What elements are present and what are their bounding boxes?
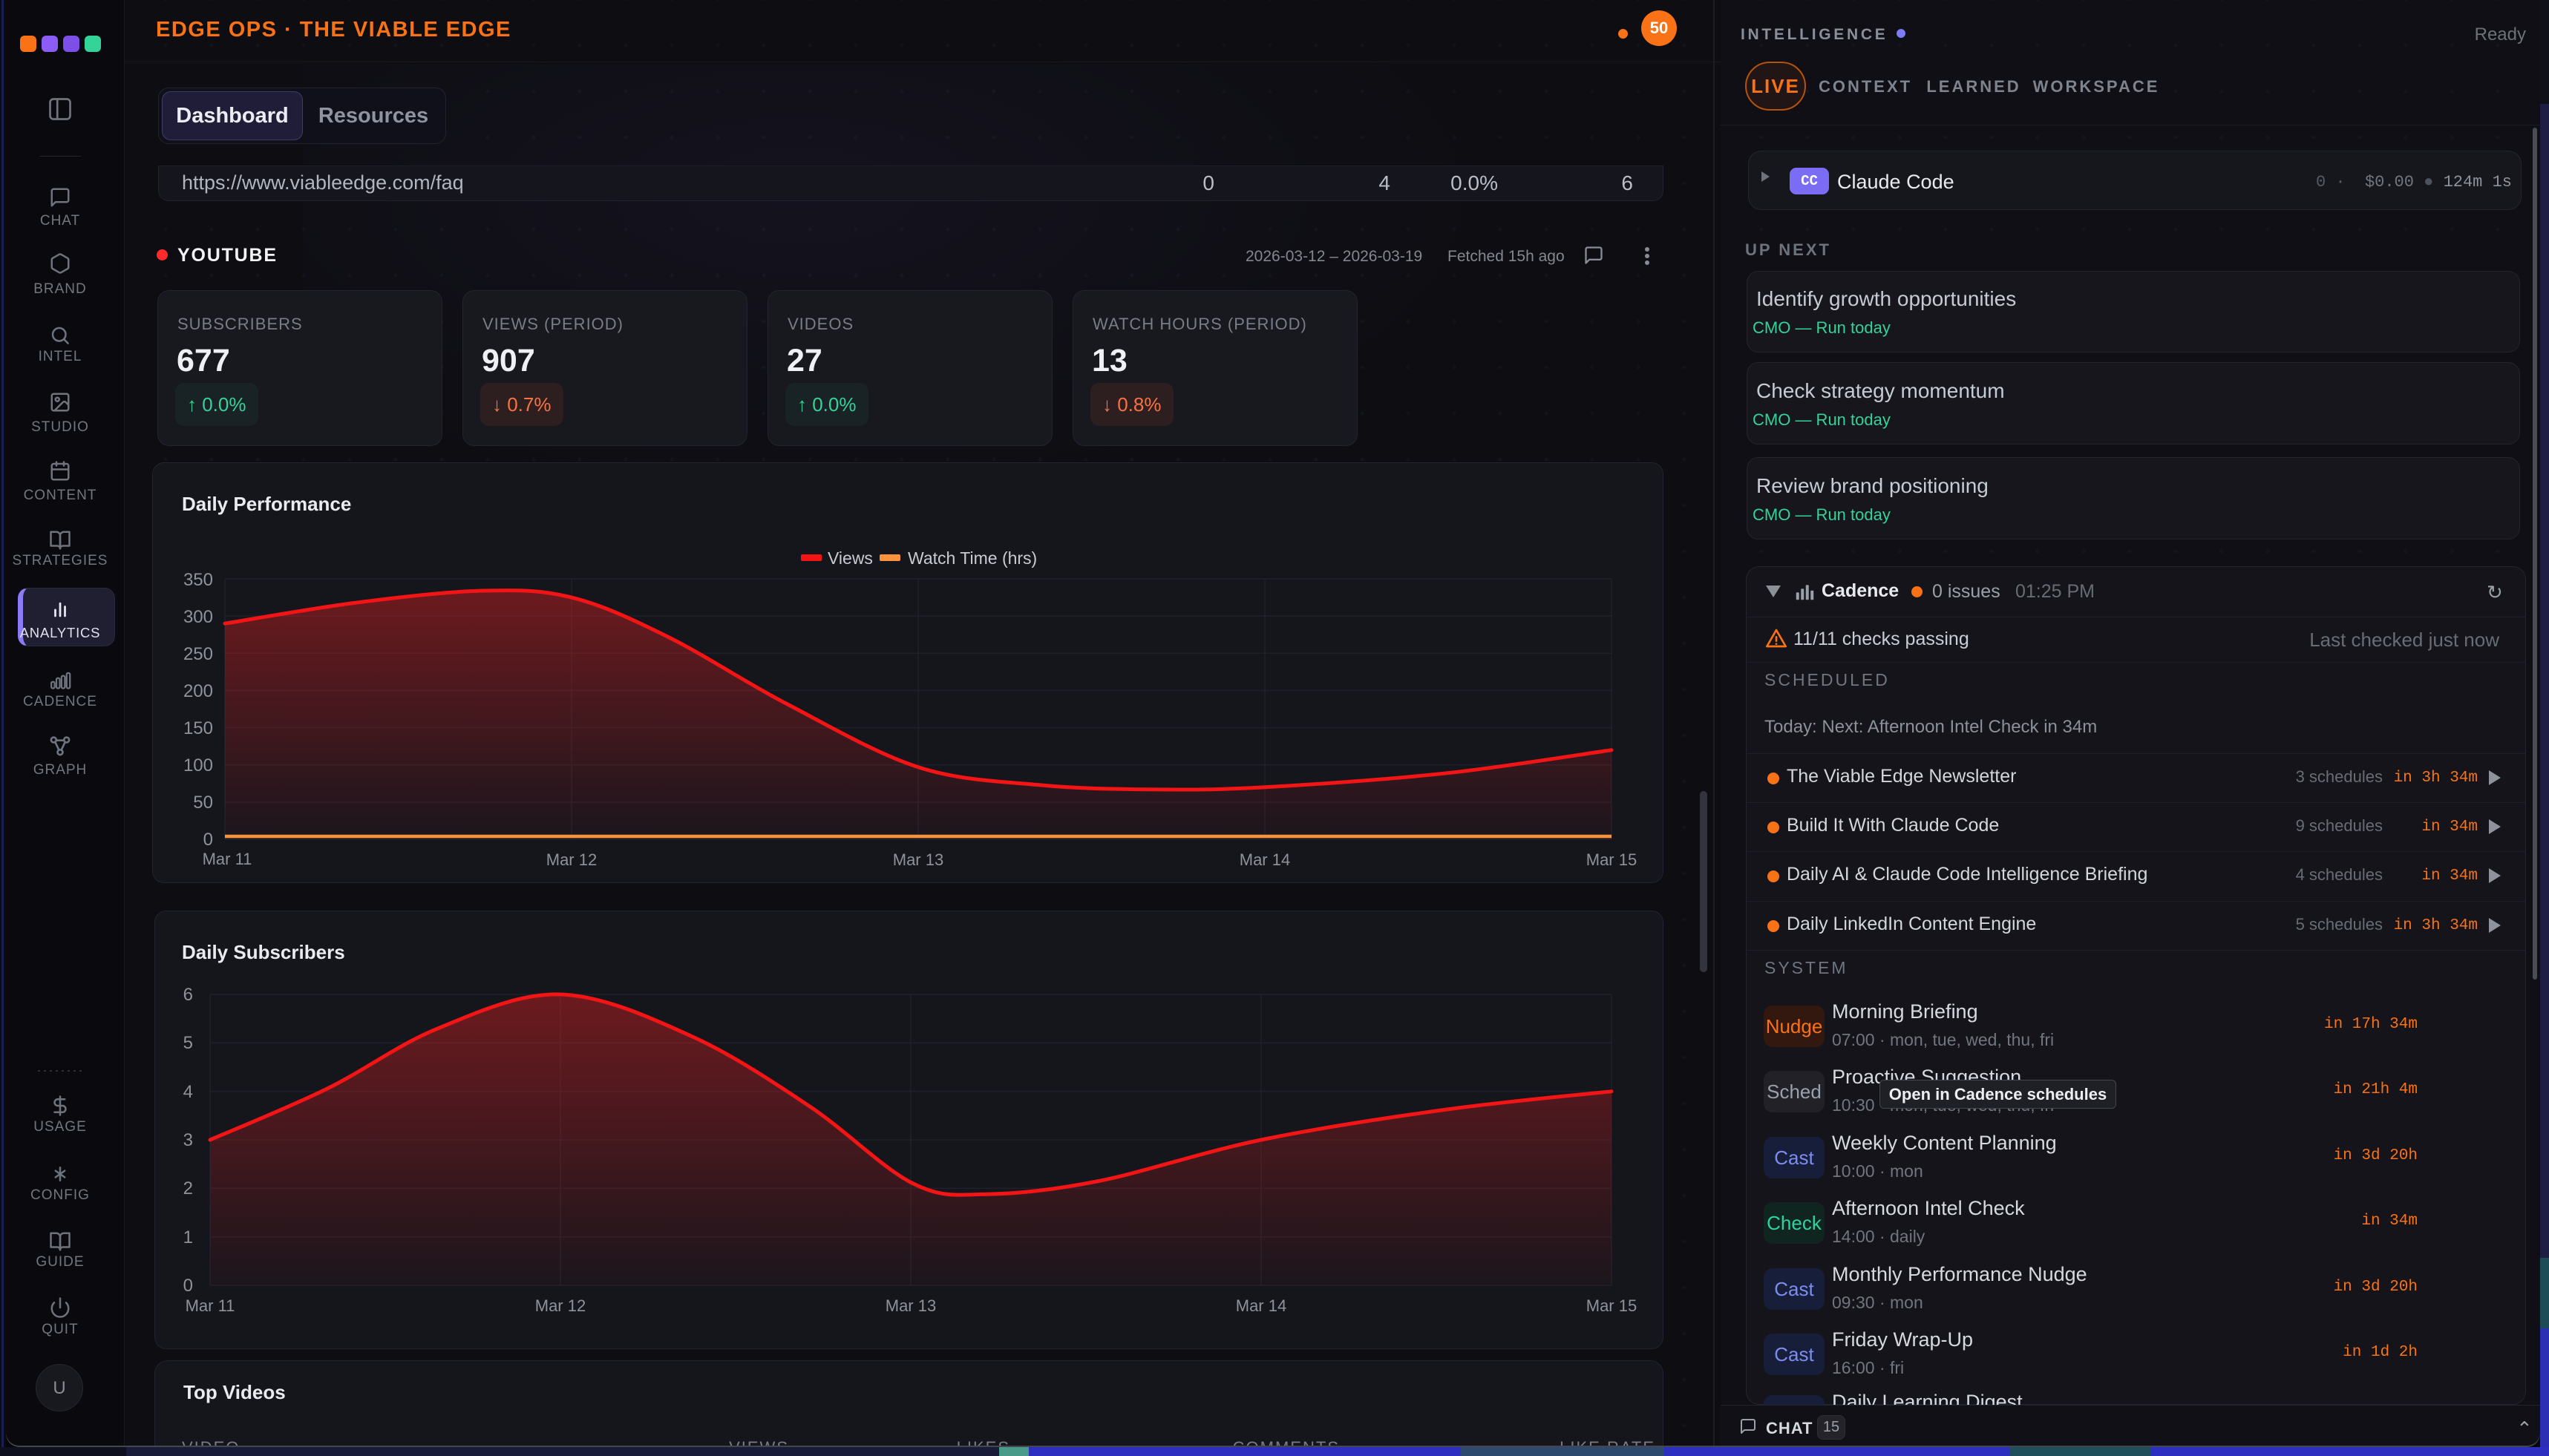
svg-text:Mar 13: Mar 13 [886,1296,936,1315]
svg-text:50: 50 [193,793,213,813]
svg-text:Mar 12: Mar 12 [546,850,597,869]
svg-text:0: 0 [183,1276,193,1296]
svg-text:Mar 14: Mar 14 [1240,850,1290,869]
svg-text:100: 100 [183,755,213,775]
svg-text:Mar 15: Mar 15 [1586,1296,1637,1315]
svg-text:Mar 15: Mar 15 [1586,850,1637,869]
svg-text:200: 200 [183,681,213,701]
svg-text:Mar 14: Mar 14 [1236,1296,1286,1315]
svg-text:Views: Views [828,548,873,568]
svg-text:6: 6 [183,985,193,1005]
svg-text:300: 300 [183,607,213,627]
svg-text:Mar 11: Mar 11 [203,850,252,868]
svg-text:150: 150 [183,718,213,738]
svg-text:Mar 11: Mar 11 [186,1296,235,1315]
svg-text:5: 5 [183,1033,193,1053]
svg-text:0: 0 [203,830,213,850]
svg-text:Watch Time (hrs): Watch Time (hrs) [908,548,1037,568]
svg-text:4: 4 [183,1082,193,1102]
svg-text:250: 250 [183,644,213,664]
svg-text:350: 350 [183,570,213,590]
svg-text:Mar 12: Mar 12 [535,1296,586,1315]
svg-text:Mar 13: Mar 13 [893,850,943,869]
svg-text:1: 1 [183,1227,193,1247]
svg-text:3: 3 [183,1130,193,1150]
svg-text:2: 2 [183,1178,193,1198]
